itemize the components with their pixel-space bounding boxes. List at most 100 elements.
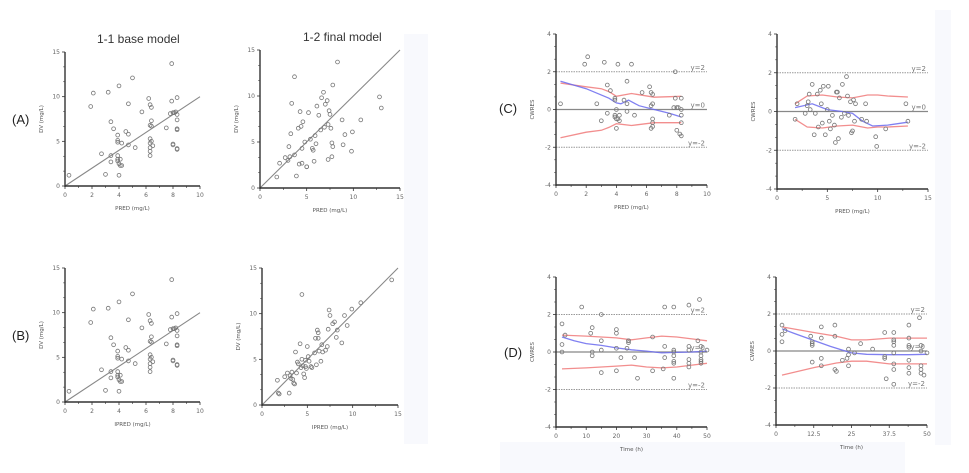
data-point xyxy=(328,125,334,131)
data-point xyxy=(621,97,627,103)
row-label-c: (C) xyxy=(499,101,517,116)
data-point xyxy=(832,122,837,128)
data-point xyxy=(614,330,619,336)
data-point xyxy=(149,105,154,110)
data-point xyxy=(316,348,322,354)
data-point xyxy=(852,118,857,124)
data-point xyxy=(818,101,824,107)
data-point xyxy=(275,390,281,396)
data-point xyxy=(126,101,131,107)
chart-B-base: 0 2 4 6 8 10 0 5 10 15 IPRED (mg/L) DV (mg/L) xyxy=(39,265,204,428)
data-point xyxy=(119,163,124,168)
data-point xyxy=(118,163,123,168)
data-point xyxy=(891,361,897,367)
data-point xyxy=(558,101,563,107)
data-point xyxy=(315,330,321,336)
data-point xyxy=(115,372,120,378)
data-point xyxy=(286,390,292,396)
data-point xyxy=(891,350,897,356)
data-point xyxy=(342,313,347,318)
data-point xyxy=(350,129,355,135)
data-point xyxy=(809,343,815,348)
data-point xyxy=(297,341,303,347)
upper-band-line xyxy=(560,82,682,98)
data-point xyxy=(562,332,568,338)
data-point xyxy=(149,354,154,360)
data-point xyxy=(170,142,176,148)
data-point xyxy=(698,344,704,349)
reference-line-label: y=2 xyxy=(691,307,705,315)
y-tick-label: 4 xyxy=(547,31,551,38)
data-point xyxy=(111,342,116,348)
data-point xyxy=(601,59,607,65)
data-point xyxy=(298,124,304,129)
x-axis-label: PRED (mg/L) xyxy=(614,205,649,211)
loess-trend-line xyxy=(794,103,908,127)
data-point xyxy=(906,335,912,341)
y-tick-label: 4 xyxy=(767,274,771,281)
data-point xyxy=(66,388,72,394)
data-point xyxy=(126,347,131,353)
data-point xyxy=(614,368,619,374)
data-point xyxy=(304,164,310,170)
data-point xyxy=(115,354,120,359)
data-point xyxy=(802,111,808,116)
data-point xyxy=(170,326,176,332)
data-point xyxy=(116,388,122,394)
data-point xyxy=(698,349,704,355)
data-point xyxy=(608,88,613,93)
data-point xyxy=(806,91,812,97)
x-tick-label: 2 xyxy=(90,192,94,199)
data-point xyxy=(132,361,138,366)
data-point xyxy=(344,323,350,328)
data-point xyxy=(332,319,337,325)
data-point xyxy=(832,333,838,339)
data-point xyxy=(837,95,842,101)
y-tick-label: 10 xyxy=(249,311,257,318)
data-point xyxy=(840,82,845,87)
x-axis-label: PRED (mg/L) xyxy=(313,208,348,214)
y-tick-label: 0 xyxy=(56,183,60,190)
data-point xyxy=(906,343,912,348)
data-point xyxy=(836,136,841,141)
data-point xyxy=(130,75,135,81)
data-point xyxy=(118,379,123,384)
data-point xyxy=(845,93,850,99)
data-point xyxy=(115,138,120,143)
data-point xyxy=(118,372,123,378)
x-tick-label: 30 xyxy=(643,433,651,440)
x-tick-label: 4 xyxy=(614,191,618,198)
data-point xyxy=(686,357,692,362)
data-point xyxy=(891,367,897,372)
data-point xyxy=(626,340,631,345)
data-point xyxy=(598,347,604,353)
y-tick-label: 15 xyxy=(52,265,60,272)
data-point xyxy=(91,90,96,96)
data-point xyxy=(319,95,324,101)
x-axis-label: PRED (mg/L) xyxy=(835,209,870,215)
data-point xyxy=(164,341,169,347)
y-axis-label: CWRES xyxy=(530,341,536,362)
data-point xyxy=(276,391,282,397)
data-point xyxy=(314,327,320,333)
data-point xyxy=(174,95,180,100)
data-point xyxy=(108,335,114,341)
x-axis-label: IPRED (mg/L) xyxy=(114,422,150,428)
data-point xyxy=(333,335,339,340)
data-point xyxy=(123,129,129,134)
data-point xyxy=(339,340,345,346)
x-tick-label: 5 xyxy=(305,194,309,201)
data-point xyxy=(326,307,332,313)
data-point xyxy=(149,334,154,340)
y-axis-label: CWRES xyxy=(530,99,536,120)
x-tick-label: 8 xyxy=(171,192,175,199)
data-point xyxy=(906,357,912,363)
x-tick-label: 5 xyxy=(305,411,309,418)
data-point xyxy=(686,360,692,366)
y-tick-label: -2 xyxy=(545,387,551,394)
data-point xyxy=(589,353,595,359)
data-point xyxy=(598,370,604,375)
data-point xyxy=(169,61,175,66)
x-tick-label: 0 xyxy=(63,192,67,199)
data-point xyxy=(147,369,153,374)
